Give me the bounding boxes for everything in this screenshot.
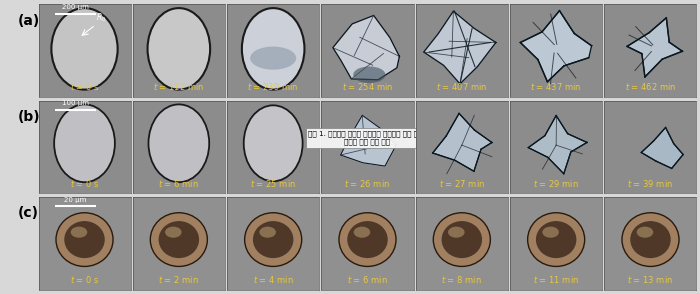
Polygon shape: [627, 18, 682, 77]
Ellipse shape: [165, 227, 181, 238]
Ellipse shape: [150, 213, 207, 266]
Text: 그림 1. 이먼전의 크기별 계면에서 자라나는 소금 결정의
패턴에 대한 비교 그림: 그림 1. 이먼전의 크기별 계면에서 자라나는 소금 결정의 패턴에 대한 비…: [308, 130, 427, 145]
Text: $t$ = 8 min: $t$ = 8 min: [442, 274, 482, 285]
Ellipse shape: [354, 66, 386, 83]
Text: $t$ = 239 min: $t$ = 239 min: [248, 81, 299, 92]
Text: $t$ = 4 min: $t$ = 4 min: [253, 274, 293, 285]
Text: $t$ = 39 min: $t$ = 39 min: [627, 178, 673, 189]
Ellipse shape: [253, 221, 293, 258]
Ellipse shape: [536, 221, 576, 258]
Ellipse shape: [433, 213, 491, 266]
Text: $t$ = 437 min: $t$ = 437 min: [531, 81, 582, 92]
Polygon shape: [341, 115, 396, 166]
Ellipse shape: [51, 8, 118, 90]
Ellipse shape: [339, 213, 396, 266]
Polygon shape: [528, 116, 587, 174]
Ellipse shape: [64, 221, 105, 258]
Polygon shape: [433, 113, 492, 171]
Ellipse shape: [242, 8, 304, 90]
Text: 200 μm: 200 μm: [62, 4, 89, 10]
Ellipse shape: [56, 213, 113, 266]
Text: $t$ = 27 min: $t$ = 27 min: [439, 178, 485, 189]
Text: $t$ = 11 min: $t$ = 11 min: [533, 274, 579, 285]
Text: $t$ = 0 s: $t$ = 0 s: [70, 274, 99, 285]
Text: $t$ = 254 min: $t$ = 254 min: [342, 81, 393, 92]
Ellipse shape: [71, 227, 88, 238]
Text: $t$ = 6 min: $t$ = 6 min: [347, 274, 388, 285]
Text: $t$ = 13 min: $t$ = 13 min: [627, 274, 673, 285]
Ellipse shape: [260, 227, 276, 238]
Ellipse shape: [528, 213, 584, 266]
Ellipse shape: [630, 221, 671, 258]
Text: $t$ = 407 min: $t$ = 407 min: [436, 81, 487, 92]
Polygon shape: [641, 128, 683, 168]
Polygon shape: [424, 11, 496, 84]
Ellipse shape: [622, 213, 679, 266]
Text: $t$ = 0 s: $t$ = 0 s: [70, 178, 99, 189]
Ellipse shape: [148, 104, 209, 182]
Ellipse shape: [347, 221, 388, 258]
Text: (b): (b): [18, 110, 40, 124]
Ellipse shape: [244, 105, 302, 181]
Text: $t$ = 26 min: $t$ = 26 min: [344, 178, 391, 189]
Text: $t$ = 29 min: $t$ = 29 min: [533, 178, 579, 189]
Text: $t$ = 25 min: $t$ = 25 min: [250, 178, 296, 189]
Ellipse shape: [244, 213, 302, 266]
Text: (c): (c): [18, 206, 38, 220]
Ellipse shape: [542, 227, 559, 238]
Text: $R_0$: $R_0$: [97, 11, 107, 24]
Text: 20 μm: 20 μm: [64, 197, 87, 203]
Ellipse shape: [637, 227, 653, 238]
Text: $t$ = 0 s: $t$ = 0 s: [70, 81, 99, 92]
Text: (a): (a): [18, 14, 40, 28]
Polygon shape: [332, 15, 400, 80]
Ellipse shape: [148, 8, 210, 90]
Text: $t$ = 6 min: $t$ = 6 min: [158, 178, 200, 189]
Text: $t$ = 2 min: $t$ = 2 min: [158, 274, 200, 285]
Text: $t$ = 112 min: $t$ = 112 min: [153, 81, 204, 92]
Ellipse shape: [354, 227, 370, 238]
Text: $t$ = 462 min: $t$ = 462 min: [625, 81, 676, 92]
Ellipse shape: [448, 227, 465, 238]
Ellipse shape: [54, 104, 115, 182]
Ellipse shape: [159, 221, 199, 258]
Polygon shape: [520, 11, 592, 82]
Text: 100 μm: 100 μm: [62, 100, 89, 106]
Ellipse shape: [442, 221, 482, 258]
Ellipse shape: [250, 46, 296, 70]
